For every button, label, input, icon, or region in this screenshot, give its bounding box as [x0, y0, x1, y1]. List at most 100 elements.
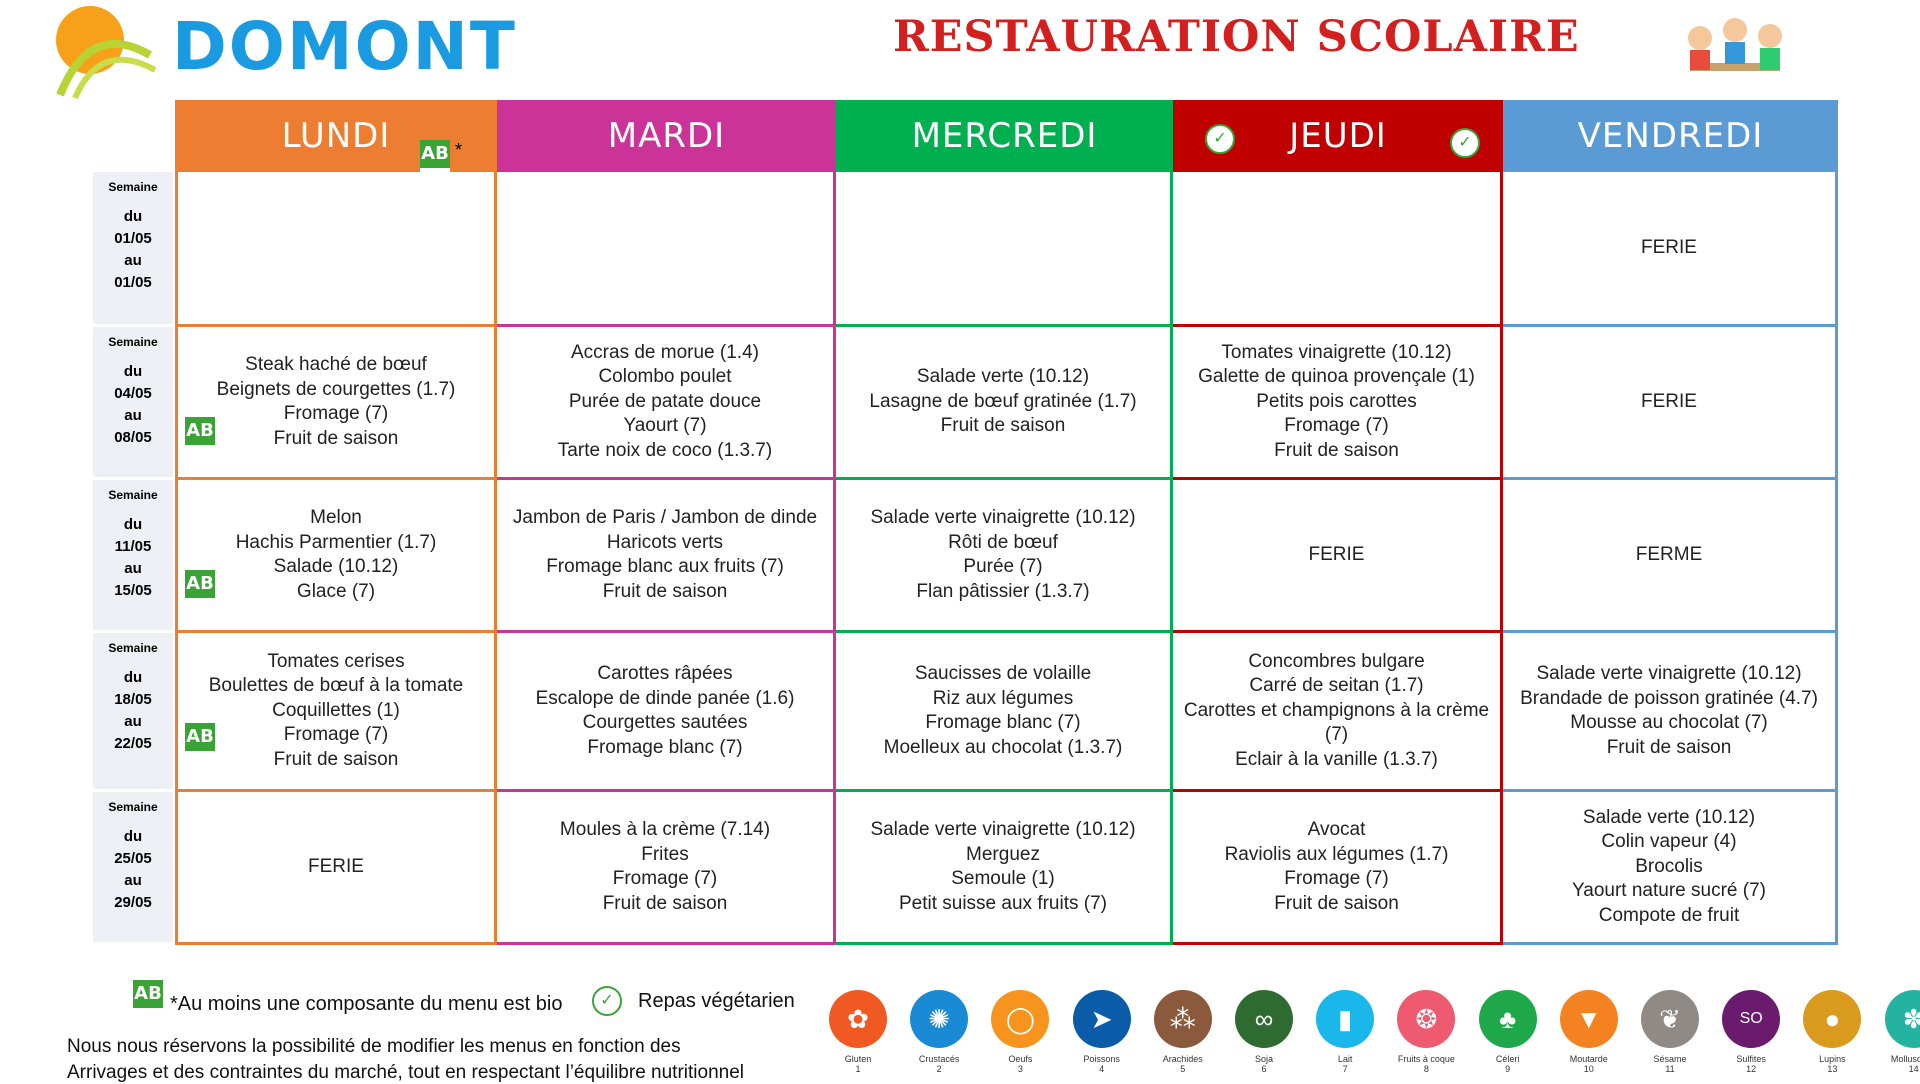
menu-item: Beignets de courgettes (1.7) [216, 378, 456, 400]
menu-item: Salade verte (10.12) [916, 366, 1090, 388]
celery-icon: ♣ [1478, 990, 1537, 1048]
allergen-name: Soja [1254, 1054, 1273, 1064]
menu-item: Compote de fruit [1598, 904, 1740, 926]
peanut-icon: ⁂ [1153, 990, 1212, 1048]
menu-item: Fromage (7) [1284, 868, 1389, 889]
menu-item: Colombo poulet [598, 366, 732, 388]
menu-item: Melon [310, 507, 362, 528]
ab-bio-icon: AB [185, 570, 215, 604]
day-header-vendredi: VENDREDI [1503, 100, 1838, 172]
crab-icon: ✺ [910, 990, 969, 1048]
menu-cell: FERIE [1503, 327, 1838, 480]
legend-vegetarian: Repas végétarien [638, 990, 795, 1012]
menu-item: Salade verte vinaigrette (10.12) [870, 819, 1136, 840]
menu-item: Yaourt (7) [623, 415, 707, 437]
week-to: 29/05 [114, 894, 152, 911]
menu-item: Rôti de bœuf [948, 531, 1058, 553]
week-label: Semaine du 01/05 au 01/05 [93, 172, 173, 327]
menu-item: Carottes et champignons à la crème (7) [1183, 699, 1490, 746]
allergen-name: Lait [1337, 1054, 1353, 1064]
allergen-name: Oeufs [1008, 1054, 1033, 1064]
week-du: du [123, 208, 143, 225]
menu-item: Salade (10.12) [273, 556, 399, 577]
menu-item: Petit suisse aux fruits (7) [898, 892, 1107, 914]
allergen-number: 10 [1583, 1064, 1594, 1074]
day-header-mercredi: MERCREDI [836, 100, 1173, 172]
asterisk: * [455, 140, 463, 160]
week-from: 01/05 [114, 230, 152, 247]
milk-icon: ▮ [1316, 990, 1375, 1048]
week-from: 11/05 [114, 538, 152, 555]
soy-icon: ∞ [1235, 990, 1293, 1048]
week-au: au [124, 560, 142, 577]
allergen-name: Arachides [1162, 1054, 1203, 1064]
menu-cell [1173, 172, 1503, 327]
allergen-number: 13 [1827, 1064, 1838, 1074]
menu-item: Fromage (7) [283, 724, 389, 746]
menu-item: Hachis Parmentier (1.7) [235, 531, 437, 553]
menu-item: Courgettes sautées [582, 712, 748, 733]
menu-item: Eclair à la vanille (1.3.7) [1235, 748, 1438, 770]
menu-cell: Avocat Raviolis aux légumes (1.7) Fromage … [1173, 792, 1503, 945]
menu-cell: FERIE [1173, 480, 1503, 633]
allergen-name: Gluten [844, 1054, 872, 1064]
menu-item: Tomates vinaigrette (10.12) [1221, 341, 1452, 363]
menu-item: Saucisses de volaille [914, 663, 1092, 684]
menu-item: Fruit de saison [273, 748, 399, 770]
week-from: 04/05 [114, 385, 152, 402]
menu-item: Purée (7) [963, 556, 1043, 577]
allergen-shell: ✽ Mollusques14 [1879, 990, 1920, 1074]
wheat-icon: ✿ [829, 990, 887, 1048]
allergen-milk: ▮ Lait 7 [1310, 990, 1380, 1074]
menu-item: Salade verte (10.12) [1582, 806, 1756, 828]
menu-item: Moules à la crème (7.14) [559, 819, 771, 840]
allergen-mustard: ▼ Moutarde 10 [1554, 990, 1624, 1074]
menu-cell: Tomates cerises Boulettes de bœuf à la to… [175, 633, 497, 792]
menu-item: Fruit de saison [940, 415, 1066, 437]
mustard-icon: ▼ [1559, 990, 1618, 1048]
menu-item: Jambon de Paris / Jambon de dinde [512, 507, 818, 528]
allergen-celery: ♣ Céleri 9 [1473, 990, 1543, 1074]
menu-item: FERIE [1641, 236, 1697, 258]
week-label: Semaine du 04/05 au 08/05 [93, 327, 173, 480]
sesame-icon: ❦ [1641, 990, 1699, 1048]
egg-icon: ◯ [991, 990, 1050, 1048]
allergen-name: Sésame [1653, 1054, 1687, 1064]
menu-item: Fruit de saison [602, 892, 728, 914]
allergen-number: 9 [1505, 1064, 1511, 1074]
menu-item: FERIE [1308, 543, 1365, 565]
menu-cell: FERIE [175, 792, 497, 945]
menu-item: FERME [1635, 543, 1703, 565]
allergen-name: Lupins [1819, 1054, 1846, 1064]
nut-icon: ❂ [1397, 990, 1456, 1048]
week-title: Semaine [108, 180, 158, 194]
allergen-number: 11 [1665, 1064, 1675, 1074]
menu-item: Fruit de saison [1274, 439, 1399, 461]
menu-cell: Steak haché de bœuf Beignets de courgette… [175, 327, 497, 480]
menu-cell: Salade verte (10.12) Lasagne de bœuf grat… [836, 327, 1173, 480]
menu-item: Colin vapeur (4) [1601, 831, 1737, 853]
menu-item: Fromage blanc aux fruits (7) [546, 556, 784, 577]
menu-cell: Salade verte vinaigrette (10.12) Brandade… [1503, 633, 1838, 792]
vegetarian-icon: ✓ [592, 986, 622, 1016]
allergen-number: 2 [936, 1064, 942, 1074]
allergen-name: Poissons [1083, 1054, 1120, 1064]
menu-cell [836, 172, 1173, 327]
ab-bio-icon: AB [185, 723, 215, 757]
week-label: Semaine du 18/05 au 22/05 [93, 633, 173, 792]
menu-item: Fromage (7) [1284, 415, 1389, 437]
week-label: Semaine du 25/05 au 29/05 [93, 792, 173, 945]
menu-item: Boulettes de bœuf à la tomate [208, 675, 464, 697]
week-au: au [124, 252, 142, 269]
allergen-fish: ➤ Poissons 4 [1067, 990, 1137, 1074]
menu-cell: Salade verte (10.12) Colin vapeur (4) Broc… [1503, 792, 1838, 945]
menu-cell: Concombres bulgare Carré de seitan (1.7) C… [1173, 633, 1503, 792]
menu-item: Flan pâtissier (1.3.7) [916, 580, 1090, 602]
menu-item: Tomates cerises [267, 650, 405, 672]
menu-item: Brocolis [1635, 855, 1703, 877]
menu-cell: Jambon de Paris / Jambon de dinde Haricot… [497, 480, 836, 633]
allergen-number: 5 [1180, 1064, 1186, 1074]
menu-cell: FERIE [1503, 172, 1838, 327]
week-title: Semaine [108, 488, 158, 502]
allergen-crab: ✺ Crustacés 2 [904, 990, 974, 1074]
